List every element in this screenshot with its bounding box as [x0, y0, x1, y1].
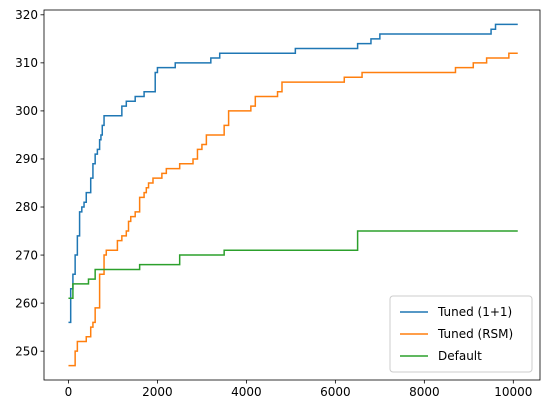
x-tick-label: 2000: [142, 385, 173, 399]
series-line-2: [68, 230, 518, 300]
y-tick-label: 260: [15, 296, 38, 310]
y-tick-label: 300: [15, 104, 38, 118]
axes-layer: 0 2000 4000 6000 8000 10000 250 260 270 280 290 300…: [15, 8, 532, 399]
x-tick-label: 8000: [409, 385, 440, 399]
y-tick-label: 290: [15, 152, 38, 166]
y-tick-label: 320: [15, 8, 38, 22]
legend: Tuned (1+1) Tuned (RSM) Default: [389, 295, 533, 373]
y-tick-label: 250: [15, 344, 38, 358]
legend-label: Tuned (1+1): [437, 305, 512, 319]
x-tick-label: 0: [65, 385, 73, 399]
y-tick-label: 310: [15, 56, 38, 70]
series-line-1: [68, 52, 518, 367]
plot-frame: [43, 9, 541, 381]
y-tick-label: 280: [15, 200, 38, 214]
series-layer: [68, 23, 518, 367]
series-line-0: [68, 23, 518, 324]
legend-label: Default: [438, 349, 482, 363]
y-tick-label: 270: [15, 248, 38, 262]
legend-label: Tuned (RSM): [437, 327, 513, 341]
x-tick-label: 4000: [231, 385, 262, 399]
x-tick-label: 6000: [320, 385, 351, 399]
legend-box: [389, 295, 533, 373]
x-tick-label: 10000: [494, 385, 532, 399]
